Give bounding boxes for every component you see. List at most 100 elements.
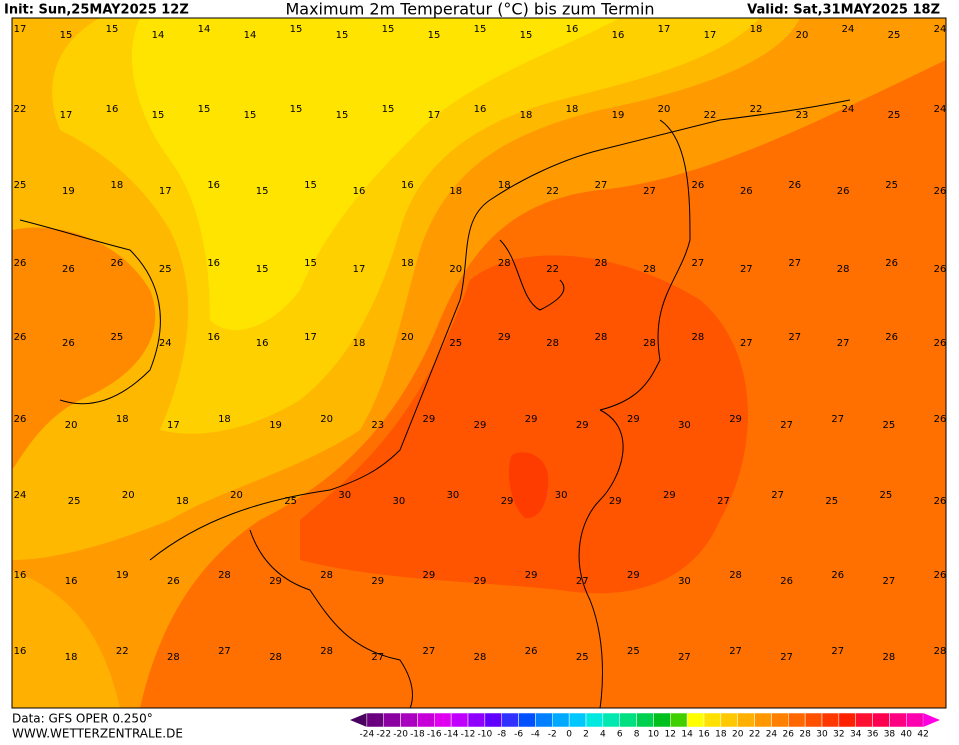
temperature-label: 16	[207, 180, 220, 191]
temperature-label: 24	[14, 490, 27, 501]
temperature-label: 15	[256, 186, 269, 197]
temperature-label: 15	[290, 24, 303, 35]
temperature-label: 17	[428, 110, 441, 121]
temperature-label: 28	[546, 338, 559, 349]
colorbar-label: 18	[715, 730, 727, 740]
colorbar-box	[535, 712, 553, 728]
temperature-label: 15	[60, 30, 73, 41]
temperature-label: 29	[474, 420, 487, 431]
colorbar-label: 6	[617, 730, 623, 740]
colorbar-box	[450, 712, 469, 728]
temperature-label: 27	[831, 414, 844, 425]
colorbar-label: 38	[884, 730, 896, 740]
temperature-label: 18	[449, 186, 462, 197]
temperature-label: 18	[110, 180, 123, 191]
temperature-label: 28	[498, 258, 511, 269]
colorbar-label: 2	[583, 730, 589, 740]
colorbar-label: 16	[698, 730, 710, 740]
colorbar-box	[417, 712, 435, 728]
temperature-label: 26	[62, 338, 75, 349]
temperature-label: 18	[353, 338, 366, 349]
colorbar-box	[754, 712, 772, 728]
temperature-label: 28	[883, 652, 896, 663]
temperature-label: 18	[401, 258, 414, 269]
temperature-label: 29	[525, 570, 538, 581]
temperature-label: 27	[883, 576, 896, 587]
temperature-label: 15	[336, 30, 349, 41]
temperature-label: 26	[780, 576, 793, 587]
colorbar-box	[804, 712, 823, 728]
colorbar-label: -6	[514, 730, 523, 740]
colorbar-box	[484, 712, 502, 728]
temperature-label: 25	[888, 30, 901, 41]
colorbar-arrow	[923, 713, 940, 727]
temperature-label: 30	[678, 420, 691, 431]
temperature-label: 27	[595, 180, 608, 191]
colorbar-label: 34	[850, 730, 862, 740]
colorbar-box	[855, 712, 873, 728]
colorbar-label: -12	[461, 730, 476, 740]
temperature-label: 28	[474, 652, 487, 663]
temperature-label: 29	[576, 420, 589, 431]
colorbar-box	[771, 712, 789, 728]
temperature-label: 26	[692, 180, 705, 191]
temperature-label: 25	[885, 180, 898, 191]
colorbar-box	[889, 712, 907, 728]
temperature-label: 22	[116, 646, 129, 657]
temperature-label: 26	[110, 258, 123, 269]
temperature-label: 27	[576, 576, 589, 587]
temperature-label: 28	[643, 264, 656, 275]
temperature-label: 15	[304, 258, 317, 269]
temperature-label: 17	[304, 332, 317, 343]
temperature-label: 17	[60, 110, 73, 121]
temperature-label: 18	[750, 24, 763, 35]
temperature-label: 22	[546, 264, 559, 275]
colorbar-box	[568, 712, 587, 728]
temperature-label: 27	[717, 496, 730, 507]
temperature-label: 15	[428, 30, 441, 41]
temperature-label: 15	[290, 104, 303, 115]
colorbar-label: -22	[376, 730, 391, 740]
temperature-label: 28	[729, 570, 742, 581]
colorbar-label: -14	[444, 730, 459, 740]
colorbar-box	[501, 712, 519, 728]
temperature-label: 26	[934, 570, 947, 581]
colorbar-box	[821, 712, 840, 728]
colorbar-label: -18	[410, 730, 425, 740]
colorbar-label: 30	[816, 730, 828, 740]
temperature-label: 27	[692, 258, 705, 269]
colorbar-box	[467, 712, 486, 728]
temperature-label: 22	[704, 110, 717, 121]
temperature-label: 20	[320, 414, 333, 425]
colorbar-label: 26	[783, 730, 795, 740]
temperature-label: 17	[353, 264, 366, 275]
colorbar-label: 14	[681, 730, 693, 740]
temperature-label: 28	[218, 570, 231, 581]
temperature-label: 20	[401, 332, 414, 343]
colorbar-arrow	[350, 713, 367, 727]
temperature-label: 27	[371, 652, 384, 663]
temperature-label: 19	[116, 570, 129, 581]
temperature-label: 26	[788, 180, 801, 191]
temperature-label: 15	[474, 24, 487, 35]
temperature-label: 25	[110, 332, 123, 343]
temperature-label: 15	[198, 104, 211, 115]
colorbar-box	[434, 712, 452, 728]
temperature-label: 26	[885, 258, 898, 269]
temperature-label: 24	[842, 24, 855, 35]
colorbar-box	[686, 712, 705, 728]
temperature-label: 29	[423, 414, 436, 425]
temperature-label: 27	[678, 652, 691, 663]
temperature-label: 16	[207, 258, 220, 269]
temperature-label: 29	[501, 496, 514, 507]
temperature-label: 26	[14, 414, 27, 425]
temperature-label: 23	[796, 110, 809, 121]
colorbar-box	[552, 712, 570, 728]
temperature-label: 27	[771, 490, 784, 501]
colorbar-box	[585, 712, 604, 728]
temperature-label: 29	[729, 414, 742, 425]
colorbar-box	[838, 712, 856, 728]
temperature-label: 16	[612, 30, 625, 41]
colorbar-box	[788, 712, 806, 728]
colorbar-box	[602, 712, 620, 728]
